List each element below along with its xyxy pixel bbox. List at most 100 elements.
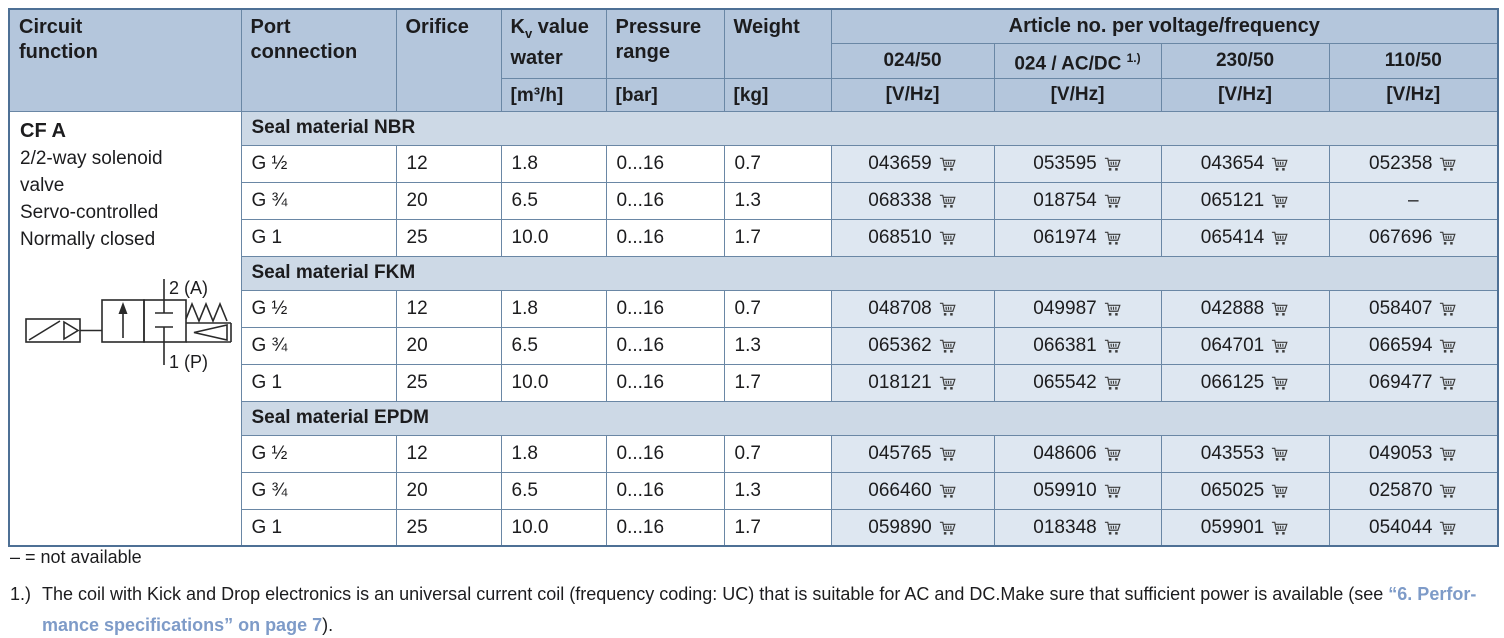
article-number: 059901 (1200, 516, 1265, 538)
article-number: 049053 (1369, 442, 1433, 464)
cart-icon[interactable] (1439, 156, 1457, 172)
not-available-dash: – (1407, 189, 1419, 211)
cart-icon[interactable] (1271, 301, 1289, 317)
kv-cell: 6.5 (500, 181, 607, 220)
article-cell: 059901 (1160, 508, 1330, 547)
header-line: range (615, 41, 670, 63)
cart-icon[interactable] (1104, 301, 1122, 317)
cart-icon[interactable] (939, 520, 957, 536)
article-cell: 052358 (1328, 144, 1499, 183)
cart-icon[interactable] (1271, 375, 1289, 391)
article-cell: 061974 (993, 218, 1162, 257)
cart-icon[interactable] (939, 483, 957, 499)
table-row: G 1 25 10.0 0...16 1.7 059890 018348 059… (9, 508, 1499, 547)
cart-icon[interactable] (1104, 338, 1122, 354)
seal-material-header: Seal material FKM (240, 255, 1499, 291)
unit-vhz: [V/Hz] (993, 77, 1162, 112)
port-cell: G 1 (240, 508, 397, 547)
cart-icon[interactable] (939, 156, 957, 172)
kv-subscript: v (524, 26, 533, 41)
cart-icon[interactable] (1104, 520, 1122, 536)
table-row: G ½ 12 1.8 0...16 0.7 045765 048606 0435… (9, 434, 1499, 473)
article-number: 043553 (1200, 442, 1265, 464)
product-code: CF A (20, 119, 66, 142)
cart-icon[interactable] (1439, 301, 1457, 317)
article-number: 065542 (1033, 371, 1097, 393)
cart-icon[interactable] (1439, 483, 1457, 499)
performance-specs-link[interactable]: “6. Perfor- (1388, 584, 1477, 604)
cart-icon[interactable] (1271, 230, 1289, 246)
article-group-header: Article no. per voltage/frequency (830, 8, 1499, 44)
cart-icon[interactable] (1271, 446, 1289, 462)
footnote-marker: 1.) (10, 584, 32, 604)
circuit-function-cell: CF A 2/2-way solenoid valve Servo-contro… (8, 110, 242, 547)
port-cell: G ¾ (240, 181, 397, 220)
article-cell: 042888 (1160, 289, 1330, 328)
cart-icon[interactable] (1104, 193, 1122, 209)
header-row-1: Circuit function Port connection Orifice… (8, 8, 1499, 112)
cart-icon[interactable] (1439, 338, 1457, 354)
article-number: 052358 (1369, 152, 1433, 174)
pressure-cell: 0...16 (605, 289, 725, 328)
article-number: 061974 (1033, 226, 1097, 248)
performance-specs-link-continued[interactable]: mance specifications” on page 7 (42, 615, 323, 635)
cart-icon[interactable] (1439, 230, 1457, 246)
cart-icon[interactable] (1104, 230, 1122, 246)
cart-icon[interactable] (939, 301, 957, 317)
article-cell: 059910 (993, 471, 1162, 510)
cart-icon[interactable] (1271, 483, 1289, 499)
footnote-1: 1.) The coil with Kick and Drop electron… (10, 579, 1498, 638)
pressure-cell: 0...16 (605, 326, 725, 365)
cart-icon[interactable] (1271, 156, 1289, 172)
cart-icon[interactable] (939, 338, 957, 354)
article-number: 053595 (1033, 152, 1097, 174)
cart-icon[interactable] (1271, 520, 1289, 536)
article-number: 048708 (868, 297, 932, 319)
article-number: 058407 (1369, 297, 1433, 319)
section-header-row: Seal material FKM (9, 255, 1499, 291)
cart-icon[interactable] (1104, 156, 1122, 172)
weight-cell: 1.7 (723, 508, 832, 547)
footnote-text-end: ). (322, 615, 334, 635)
article-number: 065414 (1200, 226, 1265, 248)
article-cell: 045765 (830, 434, 995, 473)
port-cell: G ¾ (240, 326, 397, 365)
cart-icon[interactable] (939, 446, 957, 462)
pressure-cell: 0...16 (605, 218, 725, 257)
table-row: G ¾ 20 6.5 0...16 1.3 066460 059910 0650… (9, 471, 1499, 510)
article-number: 066381 (1033, 334, 1097, 356)
cart-icon[interactable] (1104, 483, 1122, 499)
cart-icon[interactable] (1104, 375, 1122, 391)
article-cell: 065414 (1160, 218, 1330, 257)
article-cell: 059890 (830, 508, 995, 547)
product-description-line: Normally closed (20, 228, 156, 250)
voltage-header-110-50: 110/50 (1328, 42, 1499, 79)
article-cell: 049987 (993, 289, 1162, 328)
cart-icon[interactable] (1439, 520, 1457, 536)
cart-icon[interactable] (1439, 446, 1457, 462)
cart-icon[interactable] (939, 375, 957, 391)
article-cell: 025870 (1328, 471, 1499, 510)
orifice-cell: 25 (395, 218, 502, 257)
article-number: 043659 (868, 152, 932, 174)
product-description-line: Servo-controlled (20, 201, 159, 223)
article-number: 043654 (1200, 152, 1265, 174)
kv-cell: 6.5 (500, 326, 607, 365)
cart-icon[interactable] (939, 193, 957, 209)
header-row-2: 024/50 024 / AC/DC 1.) 230/50 110/50 (9, 42, 1499, 79)
cart-icon[interactable] (1271, 338, 1289, 354)
table-row: G ½ 12 1.8 0...16 0.7 043659 053595 0436… (9, 144, 1499, 183)
cart-icon[interactable] (1439, 375, 1457, 391)
voltage-header-230-50: 230/50 (1160, 42, 1330, 79)
port-cell: G ¾ (240, 471, 397, 510)
cart-icon[interactable] (939, 230, 957, 246)
orifice-cell: 25 (395, 508, 502, 547)
port-cell: G 1 (240, 218, 397, 257)
article-number: 042888 (1200, 297, 1265, 319)
article-number: 066594 (1369, 334, 1433, 356)
cart-icon[interactable] (1104, 446, 1122, 462)
orifice-cell: 12 (395, 289, 502, 328)
product-description-line: 2/2-way solenoid (20, 147, 163, 169)
cart-icon[interactable] (1271, 193, 1289, 209)
